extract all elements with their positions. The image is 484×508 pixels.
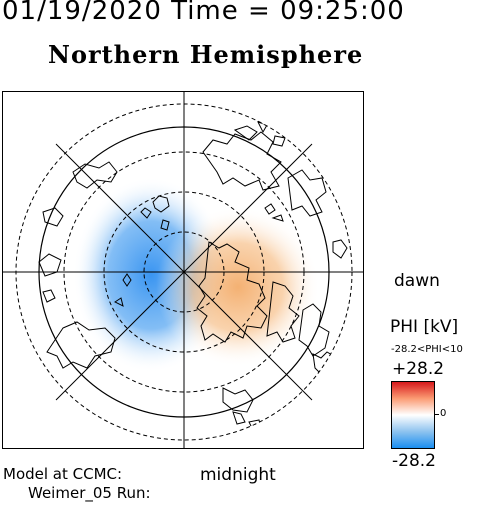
- dawn-label: dawn: [394, 271, 440, 291]
- polar-map: [2, 91, 364, 449]
- map-title: Northern Hemisphere: [48, 40, 364, 69]
- colorbar-zero-label: 0: [440, 408, 447, 419]
- positive-potential-cell: [156, 207, 320, 367]
- colorbar-zero-tick: [435, 414, 439, 415]
- model-label: Model at CCMC:: [3, 465, 123, 483]
- meridians: [3, 92, 363, 448]
- polar-map-canvas: [3, 92, 363, 448]
- midnight-label: midnight: [200, 465, 276, 485]
- colorbar: [391, 381, 435, 449]
- run-label: Weimer_05 Run:: [28, 484, 151, 502]
- timestamp-header: 01/19/2020 Time = 09:25:00: [2, 0, 405, 26]
- colorbar-max-label: +28.2: [392, 359, 445, 379]
- colorbar-range: -28.2<PHI<10: [391, 344, 463, 355]
- colorbar-min-label: -28.2: [392, 451, 436, 471]
- colorbar-title: PHI [kV]: [390, 317, 459, 337]
